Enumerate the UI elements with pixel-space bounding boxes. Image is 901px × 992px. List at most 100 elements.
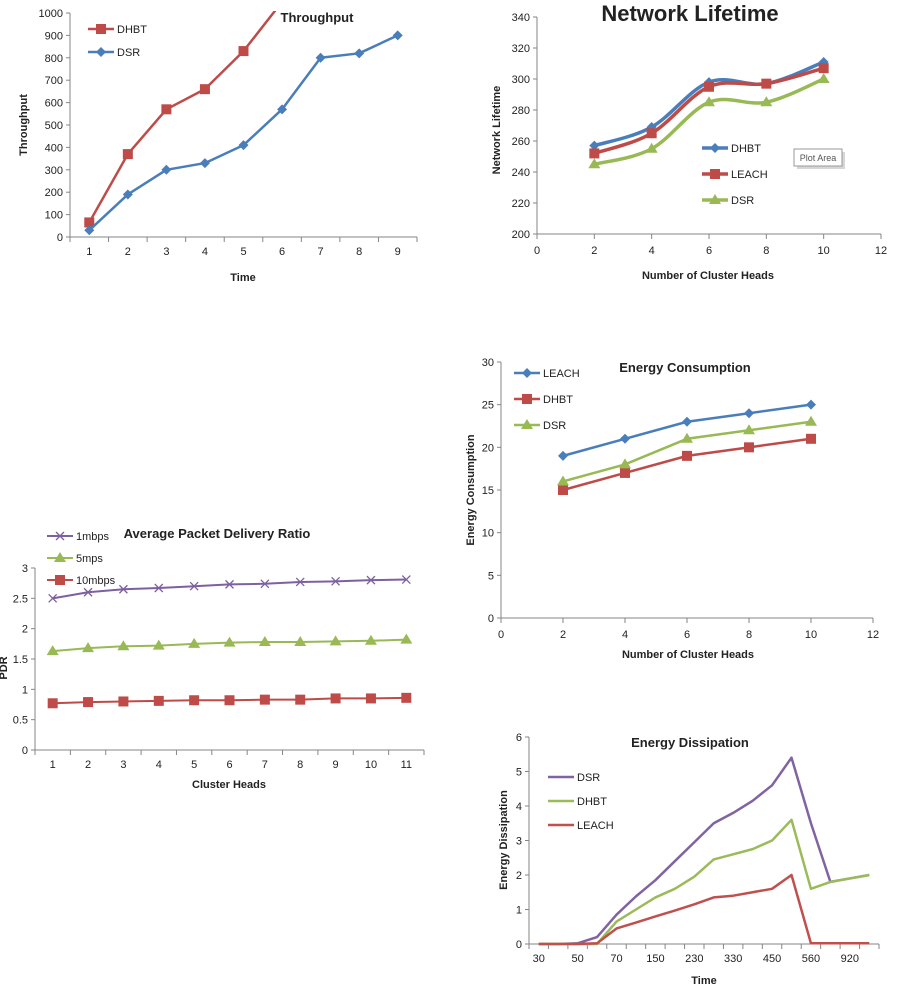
- data-point: [83, 587, 93, 597]
- data-point: [189, 695, 200, 706]
- y-tick-label: 1000: [39, 8, 63, 20]
- series-line: [88, 34, 399, 232]
- data-point: [817, 73, 830, 83]
- data-point: [401, 575, 411, 584]
- data-point: [258, 636, 271, 647]
- legend-item: LEACH: [514, 368, 580, 380]
- data-point: [277, 0, 287, 7]
- x-tick-label: 8: [763, 245, 769, 257]
- x-tick-label: 3: [120, 759, 126, 771]
- y-tick-label: 1.5: [13, 654, 28, 666]
- y-tick-label: 500: [45, 120, 63, 132]
- series-leach: [589, 63, 829, 159]
- chart-3: 0 5 10 15 20 25 30 0 2 4 6 8 10 12 LEACH DHBT DSR Energy …: [465, 357, 879, 661]
- chart-title: Energy Consumption: [619, 360, 751, 375]
- y-tick-label: 0: [488, 613, 494, 625]
- data-point: [152, 639, 165, 650]
- data-point: [760, 96, 773, 107]
- series-dsr: [538, 756, 870, 946]
- legend-item: DSR: [548, 772, 600, 784]
- x-tick-label: 6: [684, 629, 690, 641]
- data-point: [117, 640, 130, 651]
- legend-marker: [710, 169, 720, 179]
- y-tick-label: 20: [482, 442, 494, 454]
- legend-label: DHBT: [731, 143, 761, 155]
- legend-label: LEACH: [577, 820, 614, 832]
- series-line: [538, 873, 870, 946]
- x-tick-label: 920: [841, 953, 859, 965]
- legend-item: 10mbps: [47, 575, 116, 587]
- legend-marker: [521, 419, 533, 429]
- x-axis-label: Number of Cluster Heads: [642, 270, 774, 282]
- data-point: [161, 164, 172, 175]
- data-point: [704, 81, 714, 92]
- series-dsr: [84, 30, 403, 236]
- data-point: [645, 142, 658, 153]
- legend-marker: [96, 47, 106, 57]
- x-tick-label: 4: [156, 759, 162, 771]
- series-1mbps: [48, 575, 411, 603]
- y-tick-label: 240: [512, 167, 530, 179]
- x-tick-label: 8: [297, 759, 303, 771]
- x-tick-label: 10: [365, 759, 377, 771]
- data-point: [401, 692, 412, 703]
- legend-item: DHBT: [514, 394, 573, 406]
- series-line: [538, 756, 870, 946]
- series-dhbt: [558, 433, 816, 495]
- data-point: [122, 189, 133, 200]
- chart-2: 0 0.5 1 1.5 2 2.5 3 1 2 3 4 5 6 7 8 9 10 11 1mbps 5mps 10mbp…: [0, 526, 425, 791]
- legend-marker: [96, 24, 106, 34]
- legend-label: DHBT: [543, 394, 573, 406]
- data-point: [118, 584, 128, 594]
- data-point: [557, 475, 569, 486]
- x-tick-label: 5: [240, 246, 246, 258]
- y-tick-label: 1: [516, 905, 522, 917]
- x-tick-label: 6: [226, 759, 232, 771]
- y-tick-label: 320: [512, 43, 530, 55]
- legend-label: 1mbps: [76, 531, 110, 543]
- x-tick-label: 8: [746, 629, 752, 641]
- data-point: [364, 634, 377, 645]
- y-tick-label: 800: [45, 53, 63, 65]
- chart-0: 0 100 200 300 400 500 600 700 800 900 1000 1 2 3 4 5 6 7 8…: [18, 0, 418, 284]
- data-point: [199, 84, 210, 95]
- data-point: [682, 450, 692, 461]
- data-point: [315, 52, 326, 63]
- y-tick-label: 0: [22, 745, 28, 757]
- data-point: [295, 577, 305, 587]
- x-tick-label: 12: [867, 629, 879, 641]
- series-dsr: [588, 73, 830, 169]
- series-dhbt: [538, 818, 870, 946]
- y-tick-label: 280: [512, 105, 530, 117]
- y-tick-label: 300: [512, 74, 530, 86]
- plot-area-tooltip: Plot Area: [793, 148, 845, 169]
- data-point: [329, 635, 342, 646]
- y-tick-label: 15: [482, 485, 494, 497]
- legend-item: DSR: [514, 419, 566, 432]
- data-point: [806, 433, 816, 444]
- data-point: [365, 693, 376, 704]
- data-point: [620, 433, 630, 444]
- y-tick-label: 0.5: [13, 715, 28, 727]
- data-point: [82, 642, 95, 653]
- series-5mps: [46, 633, 413, 656]
- x-axis-label: Number of Cluster Heads: [622, 649, 754, 661]
- x-tick-label: 230: [685, 953, 703, 965]
- series-line: [88, 11, 277, 224]
- y-tick-label: 25: [482, 400, 494, 412]
- x-tick-label: 560: [802, 953, 820, 965]
- y-tick-label: 700: [45, 75, 63, 87]
- tooltip-box: [793, 148, 843, 167]
- y-tick-label: 200: [512, 229, 530, 241]
- data-point: [558, 485, 568, 495]
- data-point: [238, 46, 249, 57]
- chart-4: 0 1 2 3 4 5 6 30 50 70 150 230 330 450 560 920 DSR DHBT LE…: [498, 732, 880, 987]
- data-point: [84, 225, 95, 236]
- data-point: [761, 78, 772, 89]
- data-point: [122, 149, 133, 160]
- y-axis-label: Energy Dissipation: [498, 790, 510, 890]
- data-point: [153, 695, 164, 706]
- data-point: [331, 576, 341, 586]
- series-line: [593, 77, 825, 166]
